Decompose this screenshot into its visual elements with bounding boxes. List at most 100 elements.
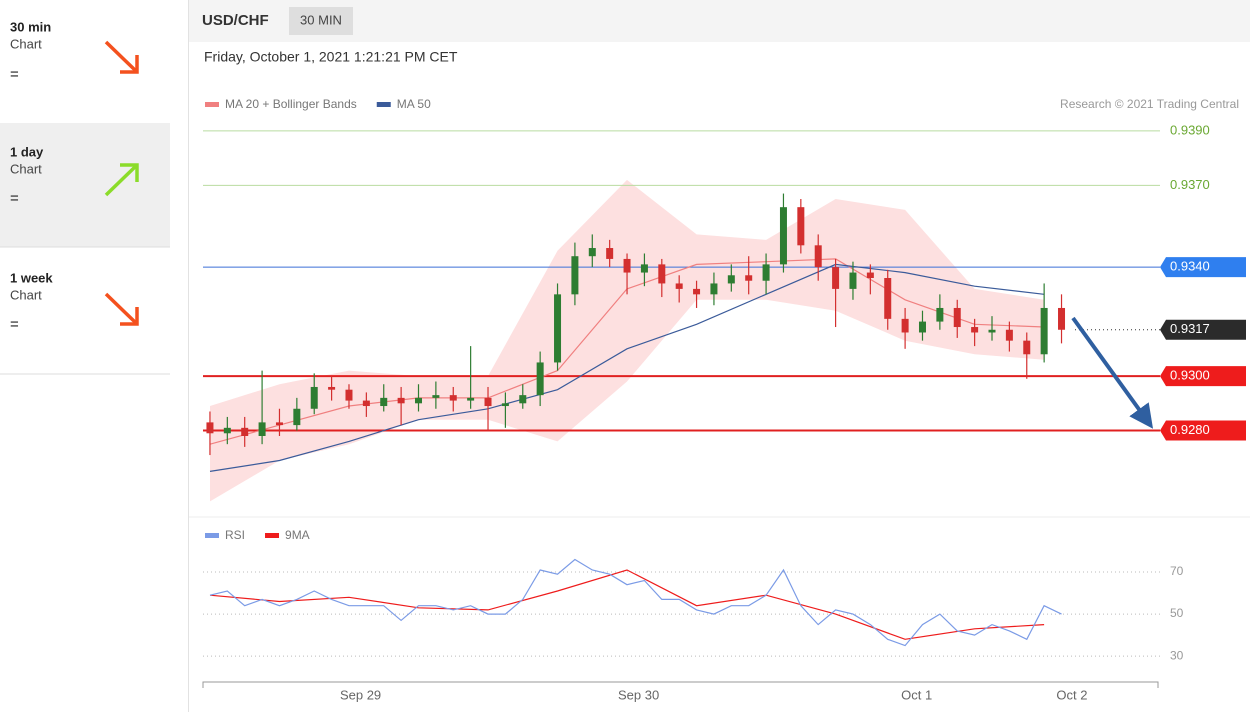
status: = <box>10 190 19 207</box>
legend-swatch <box>205 102 219 107</box>
candle-body <box>693 288 701 295</box>
level-box <box>1160 366 1246 387</box>
arrow-up <box>104 163 139 197</box>
level-label: 0.9300 <box>1170 368 1210 383</box>
candle-body <box>675 283 683 289</box>
candle-body <box>1005 329 1013 341</box>
sidebar-item[interactable]: 1 day Chart = <box>10 144 139 207</box>
y-tick-label: 70 <box>1170 564 1184 578</box>
candle-body <box>988 329 996 333</box>
forecast-arrow <box>1071 316 1154 429</box>
candle-body <box>953 307 961 328</box>
level-label: 0.9390 <box>1170 122 1210 137</box>
symbol: USD/CHF <box>202 12 269 29</box>
legend-label: RSI <box>225 528 245 542</box>
sidebar-item-bg <box>0 123 170 247</box>
legend-swatch <box>205 533 219 538</box>
legend-swatch <box>376 102 391 107</box>
candle-body <box>727 275 735 284</box>
level-box <box>1160 420 1246 441</box>
candle-body <box>571 256 579 295</box>
candle-body <box>241 427 249 436</box>
candle-body <box>206 422 214 434</box>
datetime: Friday, October 1, 2021 1:21:21 PM CET <box>204 49 458 65</box>
sidebar-item[interactable]: 30 min Chart = <box>10 19 139 83</box>
header-bar <box>189 0 1250 42</box>
candle-body <box>310 386 318 409</box>
candle-body <box>397 397 405 404</box>
candle-body <box>275 422 283 426</box>
candle-body <box>362 400 370 407</box>
candle-body <box>814 245 822 268</box>
rsi-line <box>209 569 1045 640</box>
x-tick-label: Sep 29 <box>340 687 381 702</box>
candle-body <box>380 397 388 407</box>
candle-body <box>779 207 787 265</box>
candle-body <box>832 267 840 289</box>
level-label: 0.9370 <box>1170 177 1210 192</box>
period: 1 week <box>10 270 53 285</box>
legend-label: MA 50 <box>397 97 431 111</box>
candle-body <box>588 248 596 257</box>
candle-body <box>432 395 440 398</box>
candle-body <box>884 278 892 319</box>
period: 30 min <box>10 19 51 34</box>
level-label: 0.9340 <box>1170 259 1210 274</box>
candle-body <box>449 395 457 401</box>
label: Chart <box>10 36 42 51</box>
candle-body <box>901 318 909 333</box>
candle-body <box>936 307 944 322</box>
period: 1 day <box>10 144 44 159</box>
candle-body <box>710 283 718 295</box>
candle-body <box>293 408 301 426</box>
y-tick-label: 30 <box>1170 648 1184 662</box>
label: Chart <box>10 161 42 176</box>
candle-body <box>414 397 422 404</box>
candle-body <box>658 264 666 284</box>
legend-label: 9MA <box>285 528 310 542</box>
candle-body <box>554 294 562 363</box>
candle-body <box>1023 340 1031 355</box>
candle-body <box>258 422 266 436</box>
candle-body <box>1040 307 1048 355</box>
candle-body <box>866 272 874 278</box>
x-tick-label: Oct 2 <box>1056 687 1087 702</box>
status: = <box>10 316 19 333</box>
candle-body <box>849 272 857 289</box>
label: Chart <box>10 287 42 302</box>
candle-body <box>640 264 648 273</box>
legend-label: MA 20 + Bollinger Bands <box>225 97 357 111</box>
candle-body <box>345 389 353 401</box>
interval: 30 MIN <box>300 12 342 27</box>
level-label: 0.9317 <box>1170 321 1210 336</box>
candle-body <box>762 264 770 281</box>
rsi-chart: RSI 9MA 70 50 30 Sep 29 Sep 30 Oct 1 Oct 2 <box>202 528 1184 702</box>
credit: Research © 2021 Trading Central <box>1060 97 1239 111</box>
candle-body <box>971 327 979 333</box>
candle-body <box>1058 307 1066 330</box>
bollinger-band <box>210 179 1045 502</box>
level-box <box>1160 319 1246 340</box>
candle-body <box>501 403 509 407</box>
y-tick-label: 50 <box>1170 606 1184 620</box>
arrow-down <box>104 292 139 326</box>
arrow-down <box>104 40 139 74</box>
candle-body <box>536 362 544 396</box>
candle-body <box>745 275 753 281</box>
candle-body <box>484 397 492 407</box>
candle-body <box>467 397 475 401</box>
candle-body <box>223 427 231 434</box>
sidebar-item[interactable]: 1 week Chart = <box>10 270 139 333</box>
candle-body <box>606 248 614 259</box>
rsi-line <box>209 558 1062 647</box>
ma-line <box>209 263 1045 472</box>
status: = <box>10 66 19 83</box>
level-label: 0.9280 <box>1170 422 1210 437</box>
candle-body <box>328 386 336 390</box>
candle-body <box>519 395 527 404</box>
interval-button[interactable] <box>289 7 353 35</box>
x-axis <box>202 681 1159 688</box>
legend-swatch <box>265 533 280 538</box>
